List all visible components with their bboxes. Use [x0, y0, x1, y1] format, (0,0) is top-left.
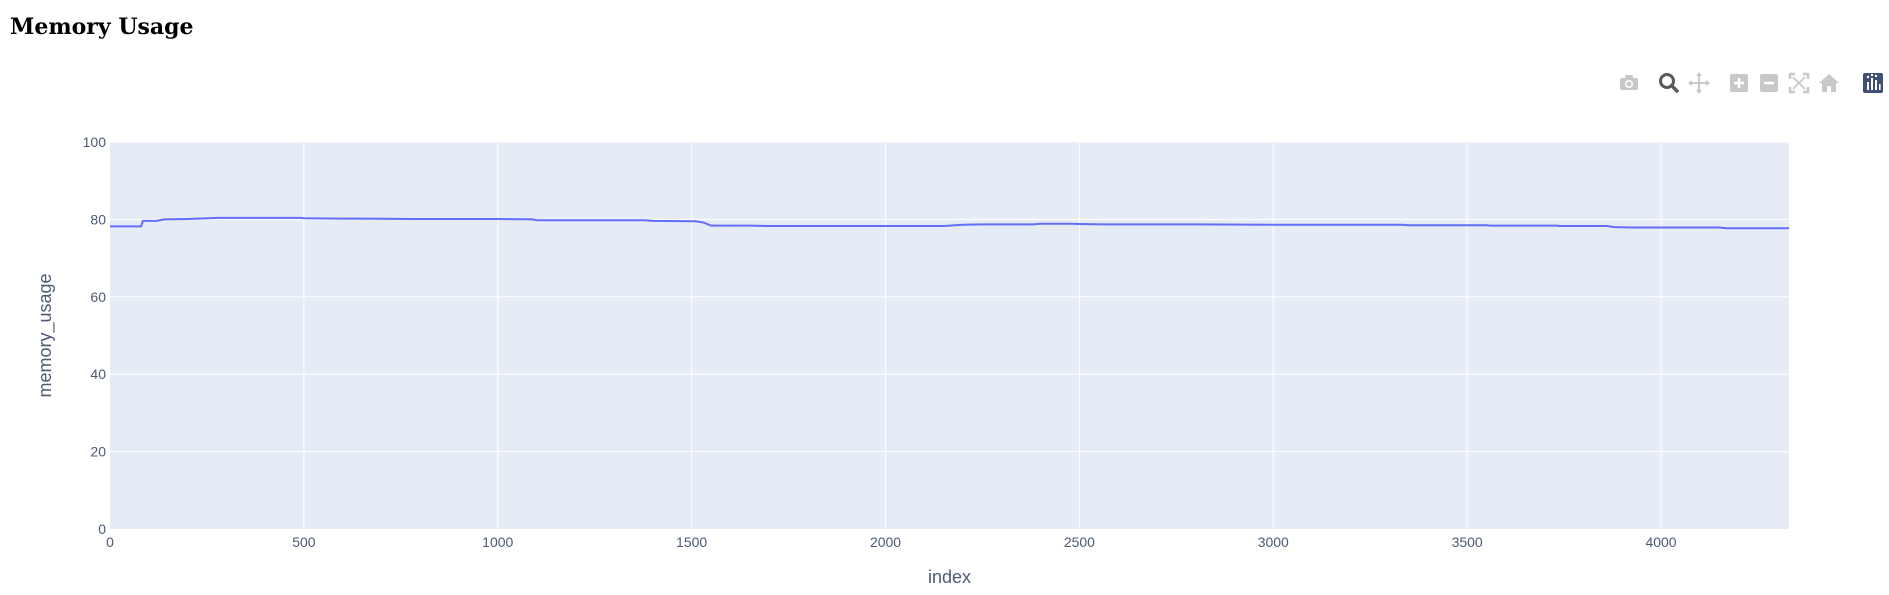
reset-axes-button[interactable] [1816, 70, 1842, 96]
x-tick-label: 2500 [1064, 534, 1095, 550]
page-title: Memory Usage [10, 14, 194, 40]
pan-button[interactable] [1686, 70, 1712, 96]
x-tick-label: 1500 [676, 534, 707, 550]
x-tick-label: 2000 [870, 534, 901, 550]
x-tick-label: 1000 [482, 534, 513, 550]
zoom-out-icon [1760, 74, 1778, 92]
x-tick-label: 0 [106, 534, 114, 550]
pan-icon [1688, 72, 1710, 94]
y-axis-title: memory_usage [35, 273, 56, 397]
plot-area [110, 142, 1789, 529]
y-tick-label: 40 [90, 366, 106, 382]
plotly-logo-icon [1863, 73, 1883, 93]
reset-axes-icon [1819, 74, 1839, 92]
x-tick-label: 3000 [1258, 534, 1289, 550]
y-tick-label: 20 [90, 444, 106, 460]
zoom-in-button[interactable] [1726, 70, 1752, 96]
x-tick-label: 500 [292, 534, 316, 550]
zoom-button[interactable] [1656, 70, 1682, 96]
zoom-in-icon [1730, 74, 1748, 92]
y-tick-label: 80 [90, 211, 106, 227]
zoom-out-button[interactable] [1756, 70, 1782, 96]
camera-icon [1620, 75, 1638, 90]
y-tick-label: 100 [83, 134, 107, 150]
plotly-logo-button[interactable] [1860, 70, 1886, 96]
x-tick-label: 3500 [1452, 534, 1483, 550]
x-tick-label: 4000 [1645, 534, 1676, 550]
autoscale-button[interactable] [1786, 70, 1812, 96]
zoom-icon [1659, 73, 1679, 93]
modebar-toolbar [1616, 70, 1886, 96]
x-axis-title: index [928, 567, 971, 587]
series-line [110, 216, 1789, 230]
y-tick-label: 0 [98, 521, 106, 537]
y-tick-label: 60 [90, 289, 106, 305]
autoscale-icon [1788, 72, 1810, 94]
download-plot-button[interactable] [1616, 70, 1642, 96]
